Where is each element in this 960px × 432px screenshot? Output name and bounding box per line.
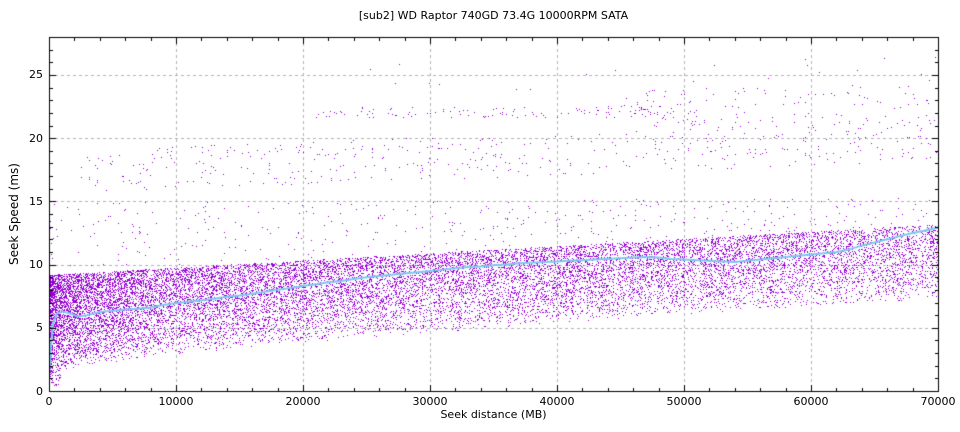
- y-tick-label: 25: [29, 68, 43, 82]
- x-tick-label: 0: [45, 395, 53, 408]
- chart-title: [sub2] WD Raptor 740GD 73.4G 10000RPM SA…: [358, 9, 629, 22]
- y-tick-label: 20: [29, 131, 43, 145]
- y-tick-label: 10: [29, 258, 43, 272]
- y-tick-label: 0: [36, 384, 43, 398]
- x-tick-label: 10000: [158, 395, 194, 408]
- x-axis-title: Seek distance (MB): [440, 408, 547, 421]
- x-tick-label: 20000: [285, 395, 321, 408]
- x-tick-label: 60000: [793, 395, 829, 408]
- x-tick-label: 40000: [539, 395, 575, 408]
- y-tick-label: 5: [36, 321, 43, 335]
- x-tick-label: 30000: [412, 395, 448, 408]
- y-axis-title: Seek Speed (ms): [7, 163, 21, 265]
- x-tick-label: 50000: [666, 395, 702, 408]
- x-tick-label: 70000: [920, 395, 956, 408]
- y-tick-label: 15: [29, 194, 43, 208]
